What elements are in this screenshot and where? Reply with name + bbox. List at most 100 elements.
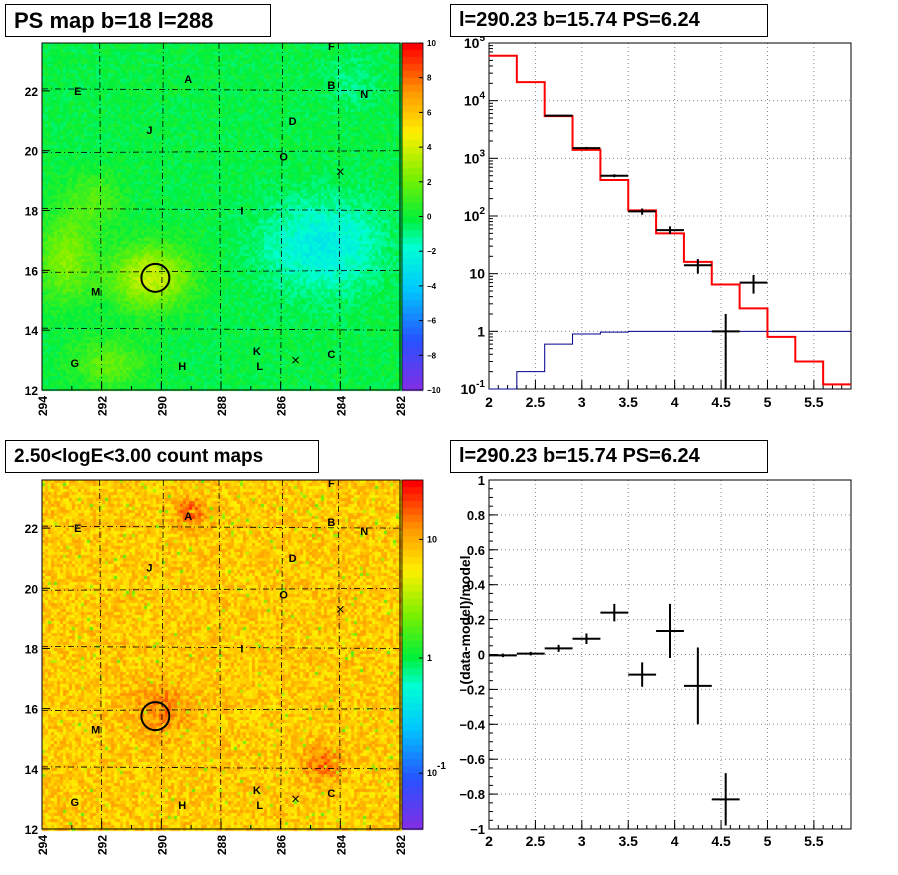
count-map-title: 2.50<logE<3.00 count maps	[5, 440, 319, 473]
count-source-label: A	[184, 511, 192, 523]
residual-data-point	[711, 773, 740, 826]
ps-x-tick-label: 282	[394, 396, 408, 416]
residual-x-tick-label: 3	[578, 833, 586, 849]
spectrum-y-tick-label: 10-1	[461, 379, 486, 397]
residual-data-point	[656, 603, 684, 658]
count-x-tick-label: 286	[275, 835, 289, 855]
count-y-tick-label: 16	[25, 703, 39, 717]
count-source-label: I	[240, 643, 243, 655]
ps-source-label: A	[184, 74, 192, 86]
residual-title: l=290.23 b=15.74 PS=6.24	[450, 440, 768, 473]
spectrum-x-tick-label: 4.5	[711, 394, 731, 410]
residual-x-tick-label: 2.5	[526, 833, 546, 849]
ps-source-label: C	[327, 349, 335, 361]
spectrum-model-line	[489, 54, 851, 386]
count-y-tick-label: 14	[25, 763, 39, 777]
ps-graticule-l	[99, 42, 103, 391]
residual-y-tick-label: 1	[478, 473, 485, 488]
ps-x-tick-label: 284	[334, 396, 348, 416]
ps-source-label: I	[240, 206, 243, 218]
ps-colorbar-label: −8	[427, 351, 437, 360]
count-source-label: G	[71, 797, 80, 809]
count-cross-marker	[292, 795, 299, 803]
ps-colorbar-label: 6	[427, 108, 432, 117]
count-graticule-l	[337, 479, 341, 830]
spectrum-y-tick-label: 104	[464, 91, 486, 109]
spectrum-data-point	[628, 208, 657, 215]
ps-source-label: H	[178, 361, 186, 373]
residual-data-point	[544, 644, 573, 652]
ps-source-label: K	[253, 346, 261, 358]
count-colorbar: 10 1 10-1	[401, 479, 446, 830]
spectrum-x-tick-label: 2	[485, 394, 493, 410]
count-source-label: J	[146, 562, 152, 574]
count-source-label: L	[256, 800, 263, 812]
ps-colorbar-label: 4	[427, 143, 432, 152]
spectrum-title: l=290.23 b=15.74 PS=6.24	[450, 4, 768, 37]
residual-data-point	[683, 647, 712, 725]
ps-source-label: D	[289, 116, 297, 128]
count-x-tick-label: 294	[36, 835, 50, 855]
residual-y-tick-label: −1	[470, 822, 485, 837]
ps-colorbar-label: 0	[427, 213, 432, 222]
count-cross-marker	[336, 606, 344, 613]
ps-source-label: F	[328, 41, 335, 53]
ps-colorbar-label: −10	[427, 386, 441, 395]
count-source-label: K	[253, 785, 261, 797]
ps-graticule-b	[41, 88, 401, 92]
count-graticule-b	[41, 646, 401, 649]
ps-source-label: O	[279, 152, 288, 164]
residual-y-tick-label: 0.6	[467, 543, 485, 558]
residual-x-tick-label: 3.5	[618, 833, 638, 849]
count-source-label: N	[360, 526, 368, 538]
count-source-label: F	[328, 478, 335, 490]
ps-y-tick-label: 14	[25, 324, 39, 338]
residual-data-point	[516, 651, 545, 656]
count-source-label: O	[279, 589, 288, 601]
ps-y-tick-label: 20	[25, 145, 39, 159]
residual-y-axis-label: (data-model)/model	[457, 555, 473, 684]
residual-data-point	[489, 653, 517, 658]
ps-colorbar-label: 10	[427, 39, 436, 48]
residual-y-tick-label: −0.6	[459, 752, 485, 767]
spectrum-x-tick-label: 2.5	[526, 394, 546, 410]
spectrum-x-tick-label: 4	[671, 394, 679, 410]
ps-graticule-l	[337, 42, 341, 391]
ps-y-tick-label: 12	[25, 384, 39, 398]
count-graticule-b	[41, 708, 401, 712]
count-colorbar-frame	[401, 479, 424, 830]
residual-x-tick-label: 5	[764, 833, 772, 849]
count-source-label: M	[91, 725, 100, 737]
residual-y-tick-label: −0.8	[459, 787, 485, 802]
ps-x-tick-label: 290	[155, 396, 169, 416]
count-graticule-l	[280, 479, 284, 830]
residual-y-tick-label: 0.4	[467, 578, 486, 593]
residual-x-tick-label: 2	[485, 833, 493, 849]
residual-x-tick-label: 4	[671, 833, 679, 849]
spectrum-y-tick-label: 1	[477, 323, 485, 339]
count-x-tick-label: 282	[394, 835, 408, 855]
count-source-label: H	[178, 800, 186, 812]
count-y-tick-label: 12	[25, 823, 39, 837]
count-graticule-l	[218, 479, 222, 830]
ps-y-tick-label: 16	[25, 264, 39, 278]
count-frame	[41, 479, 401, 830]
ps-map-title: PS map b=18 l=288	[5, 4, 271, 37]
ps-source-label: B	[327, 80, 335, 92]
spectrum-y-tick-label: 10	[469, 266, 485, 282]
ps-y-tick-label: 18	[25, 205, 39, 219]
spectrum-data-point	[656, 226, 684, 234]
ps-graticule-b	[41, 269, 401, 273]
count-y-tick-label: 20	[25, 582, 39, 596]
count-colorbar-label: 10-1	[427, 761, 446, 778]
residual-y-tick-label: 0	[478, 648, 485, 663]
ps-y-tick-label: 22	[25, 85, 39, 99]
count-target-circle	[140, 701, 171, 732]
ps-colorbar-label: −4	[427, 282, 437, 291]
ps-source-label: G	[71, 358, 80, 370]
count-graticule-l	[160, 479, 164, 830]
ps-source-label: L	[256, 361, 263, 373]
residual-data-point	[572, 633, 601, 645]
